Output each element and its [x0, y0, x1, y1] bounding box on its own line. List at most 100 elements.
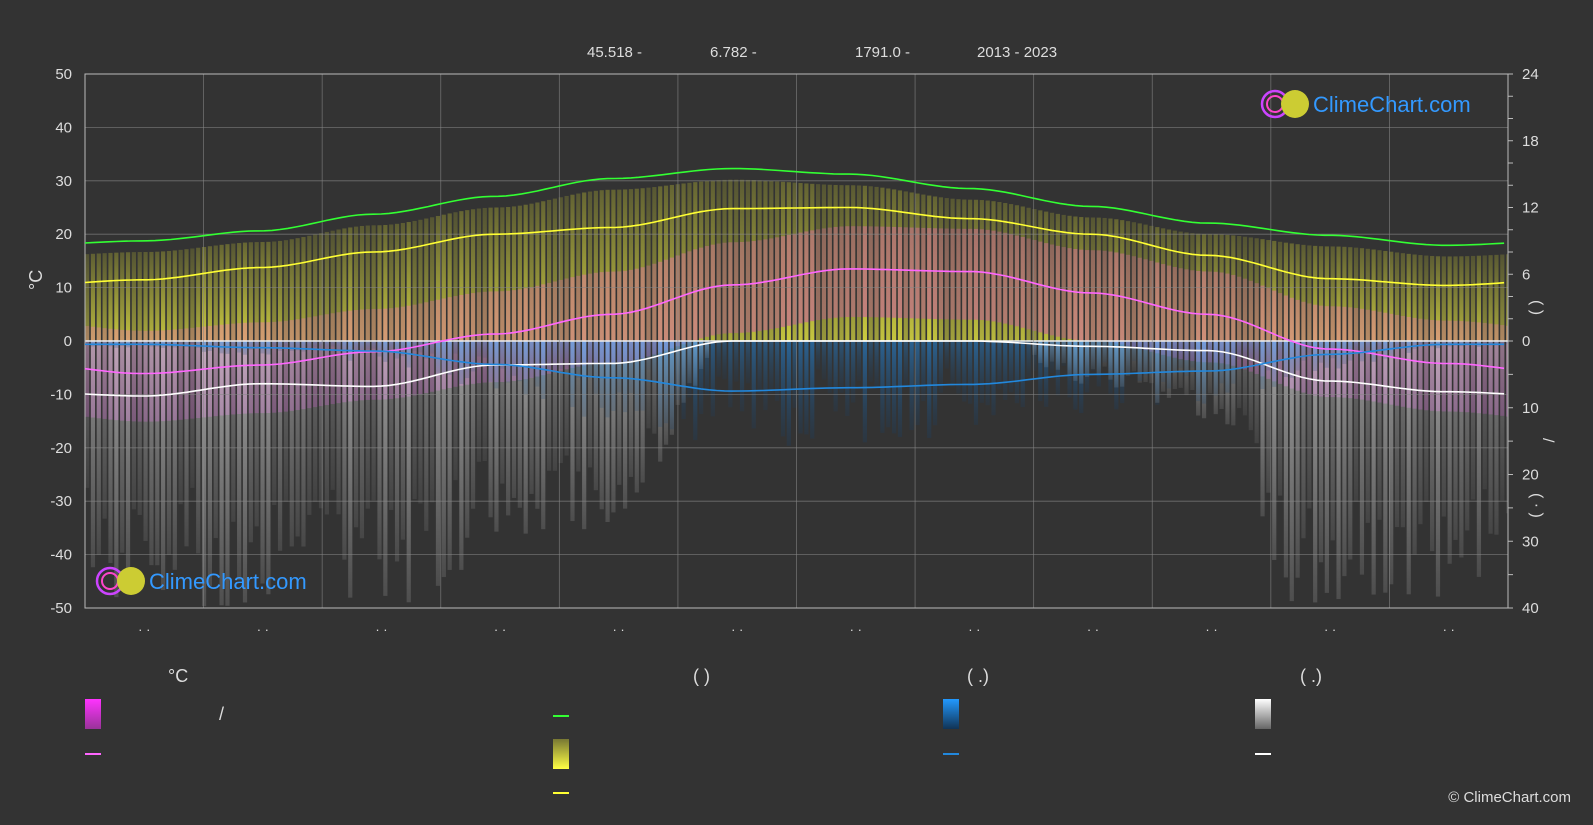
- month-label: · ·: [1205, 622, 1217, 637]
- daylight-band-bar: [1500, 254, 1505, 341]
- snow-band-bar: [1254, 341, 1259, 444]
- legend-col3-head: ( .): [967, 666, 989, 686]
- precipitation-band-bar: [582, 341, 587, 417]
- legend-col1-head: °C: [168, 666, 189, 686]
- temperature-band-bar: [792, 233, 797, 325]
- temperature-band-bar: [1079, 249, 1084, 341]
- daylight-band-bar: [1482, 255, 1487, 341]
- daylight-band-bar: [260, 241, 265, 341]
- snow-band-bar: [201, 341, 207, 607]
- precipitation-band-bar: [435, 341, 441, 374]
- snow-band-bar: [1377, 341, 1382, 520]
- temperature-band-bar: [640, 267, 645, 359]
- temperature-band-bar: [892, 226, 897, 318]
- daylight-band-bar: [307, 235, 312, 341]
- temperature-band-bar: [658, 261, 663, 353]
- snow-band-bar: [283, 341, 289, 502]
- precipitation-band-bar: [593, 341, 598, 394]
- precipitation-band-bar: [956, 341, 961, 394]
- precipitation-band-bar: [704, 341, 710, 396]
- snow-band-bar: [1383, 341, 1388, 593]
- temperature-band-bar: [1225, 273, 1230, 365]
- daylight-band-bar: [470, 209, 476, 341]
- precipitation-band-bar: [693, 341, 698, 441]
- daylight-band-bar: [517, 205, 522, 341]
- snow-band-bar: [295, 341, 300, 537]
- legend-temp-range-label: /: [219, 704, 225, 724]
- precipitation-band-bar: [851, 341, 856, 403]
- precipitation-band-bar: [1131, 341, 1136, 362]
- daylight-band-bar: [85, 254, 90, 341]
- daylight-band-bar: [242, 242, 248, 341]
- precipitation-band-bar: [897, 341, 903, 438]
- daylight-band-bar: [137, 252, 142, 341]
- daylight-band-bar: [1476, 255, 1482, 341]
- precipitation-band-bar: [839, 341, 844, 393]
- precipitation-band-bar: [1026, 341, 1031, 378]
- precipitation-band-bar: [815, 341, 821, 370]
- temperature-band-bar: [1266, 288, 1271, 379]
- snow-band-bar: [155, 341, 160, 566]
- precipitation-band-bar: [804, 341, 809, 435]
- left-tick-label: 50: [55, 66, 72, 83]
- precipitation-band-bar: [628, 341, 634, 393]
- daylight-band-bar: [1430, 255, 1435, 341]
- snow-band-bar: [219, 341, 224, 606]
- daylight-band-bar: [1453, 256, 1458, 341]
- snow-band-bar: [652, 341, 657, 434]
- precipitation-band-bar: [1307, 341, 1312, 354]
- snow-band-bar: [359, 341, 365, 539]
- temperature-band-bar: [903, 227, 908, 319]
- snow-band-bar: [1365, 341, 1370, 523]
- daylight-band-bar: [465, 210, 470, 341]
- precipitation-band-bar: [295, 341, 300, 351]
- daylight-band-bar: [1336, 246, 1341, 341]
- daylight-band-bar: [494, 207, 499, 341]
- daylight-band-bar: [476, 208, 482, 341]
- temperature-band-bar: [1108, 251, 1113, 343]
- precipitation-band-bar: [1108, 341, 1113, 394]
- precipitation-band-bar: [289, 341, 294, 351]
- temperature-band-bar: [886, 226, 891, 318]
- snow-band-bar: [482, 341, 487, 461]
- daylight-band-bar: [324, 231, 329, 341]
- daylight-band-bar: [149, 251, 154, 341]
- daylight-band-bar: [500, 207, 505, 341]
- snow-band-bar: [1447, 341, 1452, 564]
- chart-lines: [85, 167, 1505, 397]
- temperature-band-bar: [874, 226, 879, 318]
- daylight-band-bar: [1470, 255, 1476, 341]
- temperature-band-bar: [1102, 250, 1107, 342]
- snow-band-bar: [301, 341, 306, 547]
- precipitation-band-bar: [1318, 341, 1324, 363]
- snow-band-bar: [1424, 341, 1429, 502]
- temperature-band-bar: [845, 226, 850, 318]
- snow-band-bar: [1295, 341, 1300, 578]
- precipitation-band-bar: [418, 341, 423, 353]
- precipitation-band-bar: [921, 341, 926, 402]
- temperature-band-bar: [623, 270, 628, 362]
- daylight-band-bar: [143, 252, 148, 341]
- precipitation-band-bar: [1289, 341, 1294, 378]
- precipitation-band-bar: [886, 341, 891, 428]
- temperature-band-bar: [634, 268, 639, 360]
- snow-band-bar: [1237, 341, 1242, 409]
- snow-band-bar: [90, 341, 96, 568]
- precipitation-band-bar: [576, 341, 581, 378]
- daylight-band-bar: [225, 244, 230, 341]
- temperature-band-bar: [757, 240, 762, 332]
- temperature-band-bar: [693, 249, 698, 341]
- precipitation-band-bar: [769, 341, 774, 394]
- precipitation-band-bar: [1254, 341, 1259, 362]
- precipitation-band-bar: [506, 341, 511, 383]
- precipitation-band-bar: [932, 341, 938, 426]
- temperature-band-bar: [775, 237, 780, 329]
- daylight-band-bar: [546, 199, 552, 341]
- precipitation-band-bar: [1149, 341, 1154, 375]
- daylight-band-bar: [459, 211, 464, 341]
- temperature-band-bar: [815, 229, 821, 321]
- daylight-band-bar: [1277, 241, 1283, 341]
- precipitation-band-bar: [1266, 341, 1271, 371]
- right-top-tick-label: 24: [1522, 66, 1539, 83]
- precipitation-band-bar: [476, 341, 482, 357]
